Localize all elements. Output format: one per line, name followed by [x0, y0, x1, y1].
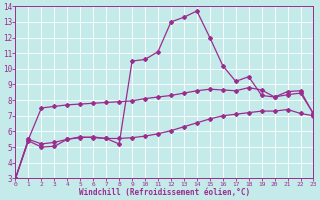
X-axis label: Windchill (Refroidissement éolien,°C): Windchill (Refroidissement éolien,°C) — [79, 188, 250, 197]
